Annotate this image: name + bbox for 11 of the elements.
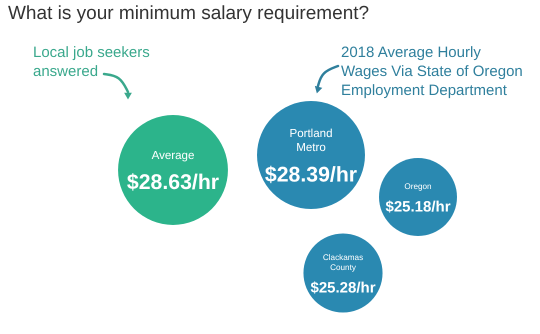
data-label: $25.18/hr	[385, 198, 451, 216]
text: What is your minimum salary requirement?	[8, 3, 370, 24]
data-label: $28.63/hr	[126, 170, 220, 194]
data-label: $28.39/hr	[264, 162, 358, 186]
text: Local job seekers answered	[33, 44, 150, 80]
category-label: Oregon	[404, 182, 432, 192]
text: 2018 Average Hourly Wages Via State of Oregon Employment Department	[341, 44, 523, 99]
category-label: Average	[152, 150, 194, 162]
category-label: Clackamas County	[322, 253, 364, 272]
data-label: $25.28/hr	[310, 279, 376, 296]
category-label: Portland Metro	[289, 128, 333, 154]
